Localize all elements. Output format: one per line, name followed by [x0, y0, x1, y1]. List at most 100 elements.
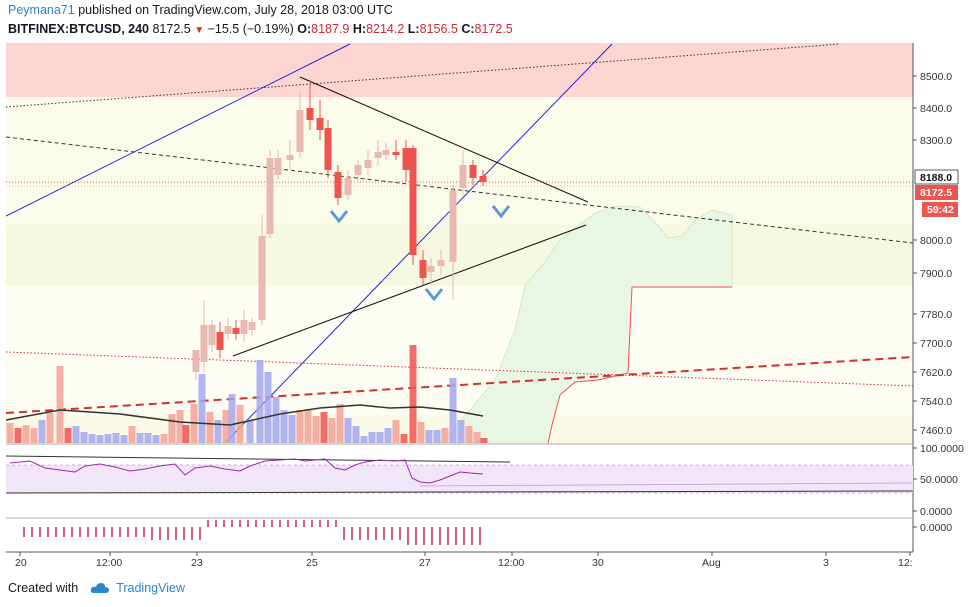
volume-bar	[392, 420, 400, 443]
time-tick: Aug	[702, 557, 721, 569]
candle	[419, 250, 427, 285]
symbol-label: BITFINEX:BTCUSD, 240	[8, 22, 149, 36]
countdown-text: 59:42	[927, 204, 954, 216]
volume-bar	[88, 434, 96, 443]
volume-bar	[457, 420, 465, 443]
created-with-label: Created with	[8, 581, 79, 595]
upper-resistance-line	[6, 43, 841, 108]
price-tick: 8500.0	[920, 71, 952, 83]
volume-bar	[228, 394, 236, 443]
blue-channel-line-1	[6, 43, 351, 217]
rsi-pane	[6, 455, 913, 494]
time-tick: 12:	[898, 557, 913, 569]
candle	[449, 185, 457, 300]
price-tick: 8400.0	[920, 103, 952, 115]
volume-bar	[112, 433, 120, 443]
publish-line: Peymana71 published on TradingView.com, …	[8, 3, 393, 17]
volume-bar	[409, 345, 417, 443]
close-value: 8172.5	[474, 22, 513, 36]
volume-bar	[304, 410, 312, 443]
volume-bar	[104, 434, 112, 443]
rsi-trend-line-upper	[6, 455, 511, 463]
candle	[334, 165, 342, 205]
candle	[427, 258, 435, 285]
price-axis[interactable]: 8500.0 8400.0 8300.0 8000.0 7900.0 7780.…	[913, 71, 952, 437]
volume-bar	[56, 366, 64, 443]
tradingview-logo-icon	[90, 582, 110, 594]
volume-bar	[320, 412, 328, 443]
time-tick: 30	[592, 557, 604, 569]
time-axis[interactable]: 20 12:00 23 25 27 12:00 30 Aug 3 12:	[15, 552, 913, 569]
volume-bar	[264, 372, 272, 443]
candle	[200, 300, 208, 372]
footer: Created with TradingView	[8, 581, 185, 595]
zone-edge	[6, 97, 913, 109]
volume-bar	[473, 432, 481, 443]
time-tick: 12:00	[498, 557, 524, 569]
volume-moving-average	[6, 404, 484, 426]
rsi-tick: 50.0000	[920, 474, 958, 486]
volume-bar	[6, 423, 14, 443]
price-tick: 7620.0	[920, 367, 952, 379]
volume-bar	[465, 426, 473, 443]
main-pane	[6, 43, 913, 443]
price-tag	[915, 185, 958, 200]
time-tick: 23	[191, 557, 203, 569]
volume-bar	[417, 422, 425, 443]
volume-bar	[312, 416, 320, 443]
time-tick: 27	[419, 557, 431, 569]
candle	[402, 140, 410, 182]
volume-bar	[14, 428, 22, 443]
volume-bar	[160, 434, 168, 443]
candle	[364, 150, 372, 175]
histogram-axis[interactable]: 0.0000	[913, 522, 952, 534]
volume-bar	[236, 405, 244, 443]
time-tick: 12:00	[96, 557, 122, 569]
volume-bar	[336, 404, 344, 443]
volume-bar	[30, 428, 38, 443]
rsi-line	[9, 458, 484, 484]
volume-bar	[384, 428, 392, 443]
ohlc-line: BITFINEX:BTCUSD, 240 8172.5 ▼ −15.5 (−0.…	[8, 22, 513, 36]
middle-support-zone	[6, 225, 913, 285]
candle	[216, 322, 224, 358]
volume-bar	[198, 374, 206, 443]
time-tick: 20	[15, 557, 27, 569]
volume-bar	[64, 428, 72, 443]
author-link[interactable]: Peymana71	[8, 3, 75, 17]
down-arrow-icon: ▼	[194, 25, 205, 36]
candle	[324, 120, 332, 178]
volume-bar	[368, 432, 376, 443]
price-tag-text: 8172.5	[920, 187, 952, 199]
candle	[240, 310, 248, 342]
price-tick: 8300.0	[920, 135, 952, 147]
volume-bar	[176, 410, 184, 443]
candle	[266, 150, 274, 238]
ichimoku-tag	[914, 169, 959, 185]
volume-bar	[22, 425, 30, 443]
rsi-axis[interactable]: 100.0000 50.0000 0.0000	[913, 443, 964, 518]
candle	[232, 320, 240, 340]
volume-bar	[280, 410, 288, 443]
price-change: −15.5 (−0.19%)	[207, 22, 294, 36]
volume-bar	[222, 410, 230, 443]
candle	[344, 170, 352, 200]
volume-bar	[288, 415, 296, 443]
lower-dotted-line	[6, 351, 913, 387]
dashed-trend-line	[6, 136, 913, 244]
chevron-down-icon	[424, 288, 444, 302]
tradingview-link[interactable]: TradingView	[116, 581, 185, 595]
price-tick: 7540.0	[920, 396, 952, 408]
candle	[286, 140, 294, 170]
volume-bar	[168, 414, 176, 443]
candle	[316, 100, 324, 140]
time-tick: 25	[306, 557, 318, 569]
ichimoku-tag-text: 8188.0	[920, 172, 952, 184]
lower-zone	[6, 285, 913, 415]
price-tick: 7700.0	[920, 338, 952, 350]
low-label: L:	[407, 22, 420, 36]
volume-bar	[182, 425, 190, 443]
volume-bar	[214, 420, 222, 443]
candle	[437, 250, 445, 275]
